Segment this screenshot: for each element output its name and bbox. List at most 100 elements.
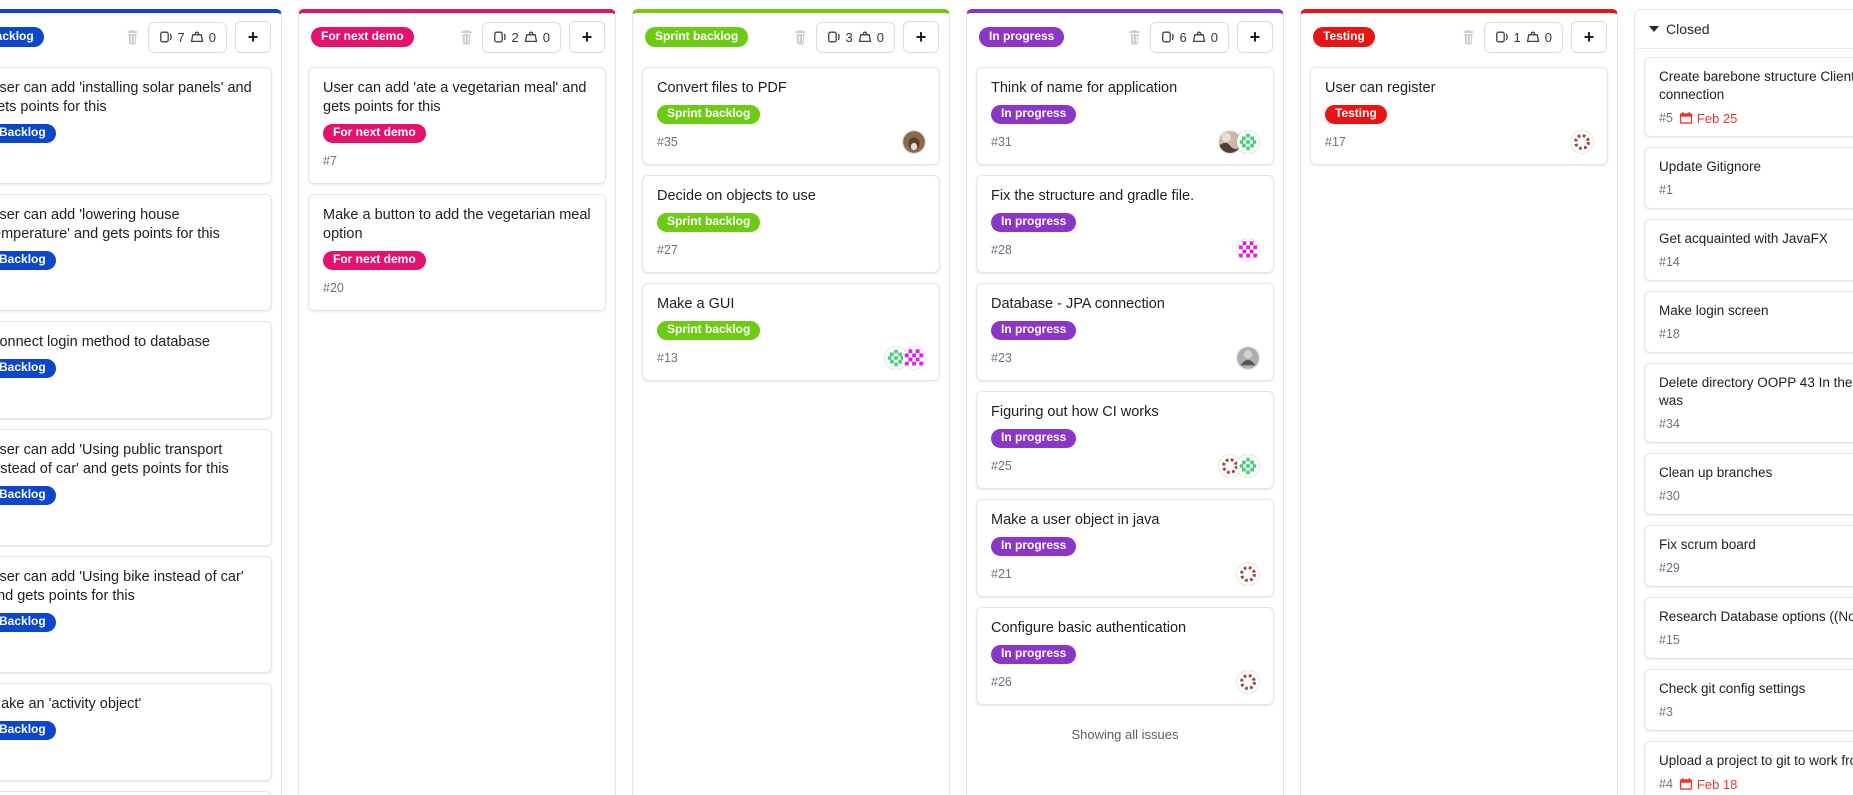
card-label[interactable]: Backlog bbox=[0, 613, 56, 632]
issue-card[interactable]: User can register Testing #17 bbox=[1310, 67, 1608, 165]
photo-person-avatar[interactable] bbox=[1219, 131, 1241, 153]
card-issue-number[interactable]: #15 bbox=[1659, 633, 1680, 647]
identicon-green-avatar[interactable] bbox=[1237, 455, 1259, 477]
column-card-list: User can add 'installing solar panels' a… bbox=[0, 59, 281, 795]
issue-card[interactable]: User can add 'Using public transport ins… bbox=[0, 429, 272, 546]
points-count-icon bbox=[1526, 31, 1539, 43]
card-label[interactable]: In progress bbox=[991, 429, 1077, 448]
add-card-button[interactable]: + bbox=[569, 21, 605, 53]
trash-icon[interactable] bbox=[1461, 29, 1476, 45]
card-label[interactable]: Sprint backlog bbox=[657, 321, 761, 340]
card-label[interactable]: Backlog bbox=[0, 721, 56, 740]
issue-card[interactable]: Upload a project to git to work from #4 … bbox=[1644, 741, 1853, 795]
issue-card[interactable]: Delete directory OOPP 43 In the beginnin… bbox=[1644, 363, 1853, 443]
add-card-button[interactable]: + bbox=[903, 21, 939, 53]
card-issue-number[interactable]: #7 bbox=[323, 154, 337, 168]
card-label[interactable]: Backlog bbox=[0, 486, 56, 505]
card-issue-number[interactable]: #13 bbox=[657, 351, 678, 365]
issue-card[interactable]: Think of name for application In progres… bbox=[976, 67, 1274, 165]
issue-card[interactable]: User can add 'lowering house temperature… bbox=[0, 194, 272, 311]
photo-person2-avatar[interactable] bbox=[1237, 347, 1259, 369]
card-issue-number[interactable]: #20 bbox=[323, 281, 344, 295]
issue-card[interactable]: Update Gitignore #1 bbox=[1644, 147, 1853, 209]
card-label[interactable]: In progress bbox=[991, 213, 1077, 232]
calendar-icon bbox=[1679, 777, 1693, 790]
issue-card[interactable]: Decide on objects to use Sprint backlog … bbox=[642, 175, 940, 273]
card-label[interactable]: For next demo bbox=[323, 251, 426, 270]
issue-card[interactable]: Convert files to PDF Sprint backlog #35 bbox=[642, 67, 940, 165]
issue-card[interactable]: Make login screen #18 bbox=[1644, 291, 1853, 353]
identicon-red-avatar[interactable] bbox=[1237, 563, 1259, 585]
issue-card[interactable]: Create barebone structure Client-Server … bbox=[1644, 57, 1853, 137]
issue-card[interactable]: Make a GUI Sprint backlog #13 bbox=[642, 283, 940, 381]
issue-card[interactable]: Make a button to add the vegetarian meal… bbox=[308, 194, 606, 311]
issue-card[interactable]: Make an 'activity object' Backlog bbox=[0, 683, 272, 781]
card-issue-number[interactable]: #35 bbox=[657, 135, 678, 149]
issue-card[interactable]: Database - JPA connection In progress #2… bbox=[976, 283, 1274, 381]
issue-card[interactable]: User can add 'Using bike instead of car'… bbox=[0, 556, 272, 673]
column-counter: 2 0 bbox=[481, 21, 561, 53]
identicon-red-avatar[interactable] bbox=[1571, 131, 1593, 153]
card-label[interactable]: Sprint backlog bbox=[657, 105, 761, 124]
issue-card[interactable]: Fix scrum board #29 bbox=[1644, 525, 1853, 587]
card-issue-number[interactable]: #25 bbox=[991, 459, 1012, 473]
issue-card[interactable]: Check git config settings #3 bbox=[1644, 669, 1853, 731]
add-card-button[interactable]: + bbox=[235, 21, 271, 53]
card-label[interactable]: Backlog bbox=[0, 251, 56, 270]
card-label[interactable]: For next demo bbox=[323, 124, 426, 143]
issue-card[interactable]: Research Database options ((No)SQL?) #15 bbox=[1644, 597, 1853, 659]
card-issue-number[interactable]: #26 bbox=[991, 675, 1012, 689]
card-issue-number[interactable]: #3 bbox=[1659, 705, 1673, 719]
card-issue-number[interactable]: #14 bbox=[1659, 255, 1680, 269]
column-card-list: User can add 'ate a vegetarian meal' and… bbox=[299, 59, 615, 311]
card-issue-number[interactable]: #30 bbox=[1659, 489, 1680, 503]
card-label[interactable]: Backlog bbox=[0, 124, 56, 143]
issue-card[interactable]: Figuring out how CI works In progress #2… bbox=[976, 391, 1274, 489]
card-issue-number[interactable]: #31 bbox=[991, 135, 1012, 149]
card-label[interactable]: In progress bbox=[991, 537, 1077, 556]
card-label[interactable]: Testing bbox=[1325, 105, 1387, 124]
add-card-button[interactable]: + bbox=[1571, 21, 1607, 53]
card-label[interactable]: In progress bbox=[991, 321, 1077, 340]
card-issue-number[interactable]: #27 bbox=[657, 243, 678, 257]
add-card-button[interactable]: + bbox=[1237, 21, 1273, 53]
trash-icon[interactable] bbox=[125, 29, 140, 45]
identicon-green-avatar[interactable] bbox=[885, 347, 907, 369]
card-footer: #25 bbox=[991, 455, 1259, 477]
card-issue-number[interactable]: #1 bbox=[1659, 183, 1673, 197]
identicon-magenta-avatar[interactable] bbox=[903, 347, 925, 369]
identicon-red-avatar[interactable] bbox=[1219, 455, 1241, 477]
card-label[interactable]: In progress bbox=[991, 105, 1077, 124]
card-issue-number[interactable]: #5 bbox=[1659, 111, 1673, 125]
photo-dog-avatar[interactable] bbox=[903, 131, 925, 153]
issue-card[interactable]: Get acquainted with JavaFX #14 bbox=[1644, 219, 1853, 281]
card-issue-number[interactable]: #21 bbox=[991, 567, 1012, 581]
issue-card[interactable]: User can add 'ate a vegetarian meal' and… bbox=[308, 67, 606, 184]
issue-card[interactable]: User can add 'installing solar panels' a… bbox=[0, 67, 272, 184]
card-issue-number[interactable]: #29 bbox=[1659, 561, 1680, 575]
column-collapse-toggle[interactable]: Closed bbox=[1649, 21, 1710, 37]
trash-icon[interactable] bbox=[459, 29, 474, 45]
card-label[interactable]: Sprint backlog bbox=[657, 213, 761, 232]
card-issue-number[interactable]: #17 bbox=[1325, 135, 1346, 149]
identicon-magenta-avatar[interactable] bbox=[1237, 239, 1259, 261]
issue-card[interactable]: Configure basic authentication In progre… bbox=[976, 607, 1274, 705]
issue-card[interactable]: Fix the structure and gradle file. In pr… bbox=[976, 175, 1274, 273]
issue-card[interactable]: Clean up branches #30 bbox=[1644, 453, 1853, 515]
card-issue-number[interactable]: #18 bbox=[1659, 327, 1680, 341]
issue-card[interactable]: Connect login method to database Backlog bbox=[0, 321, 272, 419]
card-label[interactable]: In progress bbox=[991, 645, 1077, 664]
card-issue-number[interactable]: #4 bbox=[1659, 777, 1673, 791]
issue-card[interactable]: Make a user object in java In progress #… bbox=[976, 499, 1274, 597]
card-title: Research Database options ((No)SQL?) bbox=[1659, 609, 1853, 624]
card-issue-number[interactable]: #34 bbox=[1659, 417, 1680, 431]
card-issue-number[interactable]: #28 bbox=[991, 243, 1012, 257]
identicon-red-avatar[interactable] bbox=[1237, 671, 1259, 693]
trash-icon[interactable] bbox=[793, 29, 808, 45]
identicon-green-avatar[interactable] bbox=[1237, 131, 1259, 153]
card-footer: #31 bbox=[991, 131, 1259, 153]
card-issue-number[interactable]: #23 bbox=[991, 351, 1012, 365]
issue-card[interactable]: User can add 'Buying local produce' and … bbox=[0, 791, 272, 795]
card-label[interactable]: Backlog bbox=[0, 359, 56, 378]
trash-icon[interactable] bbox=[1127, 29, 1142, 45]
